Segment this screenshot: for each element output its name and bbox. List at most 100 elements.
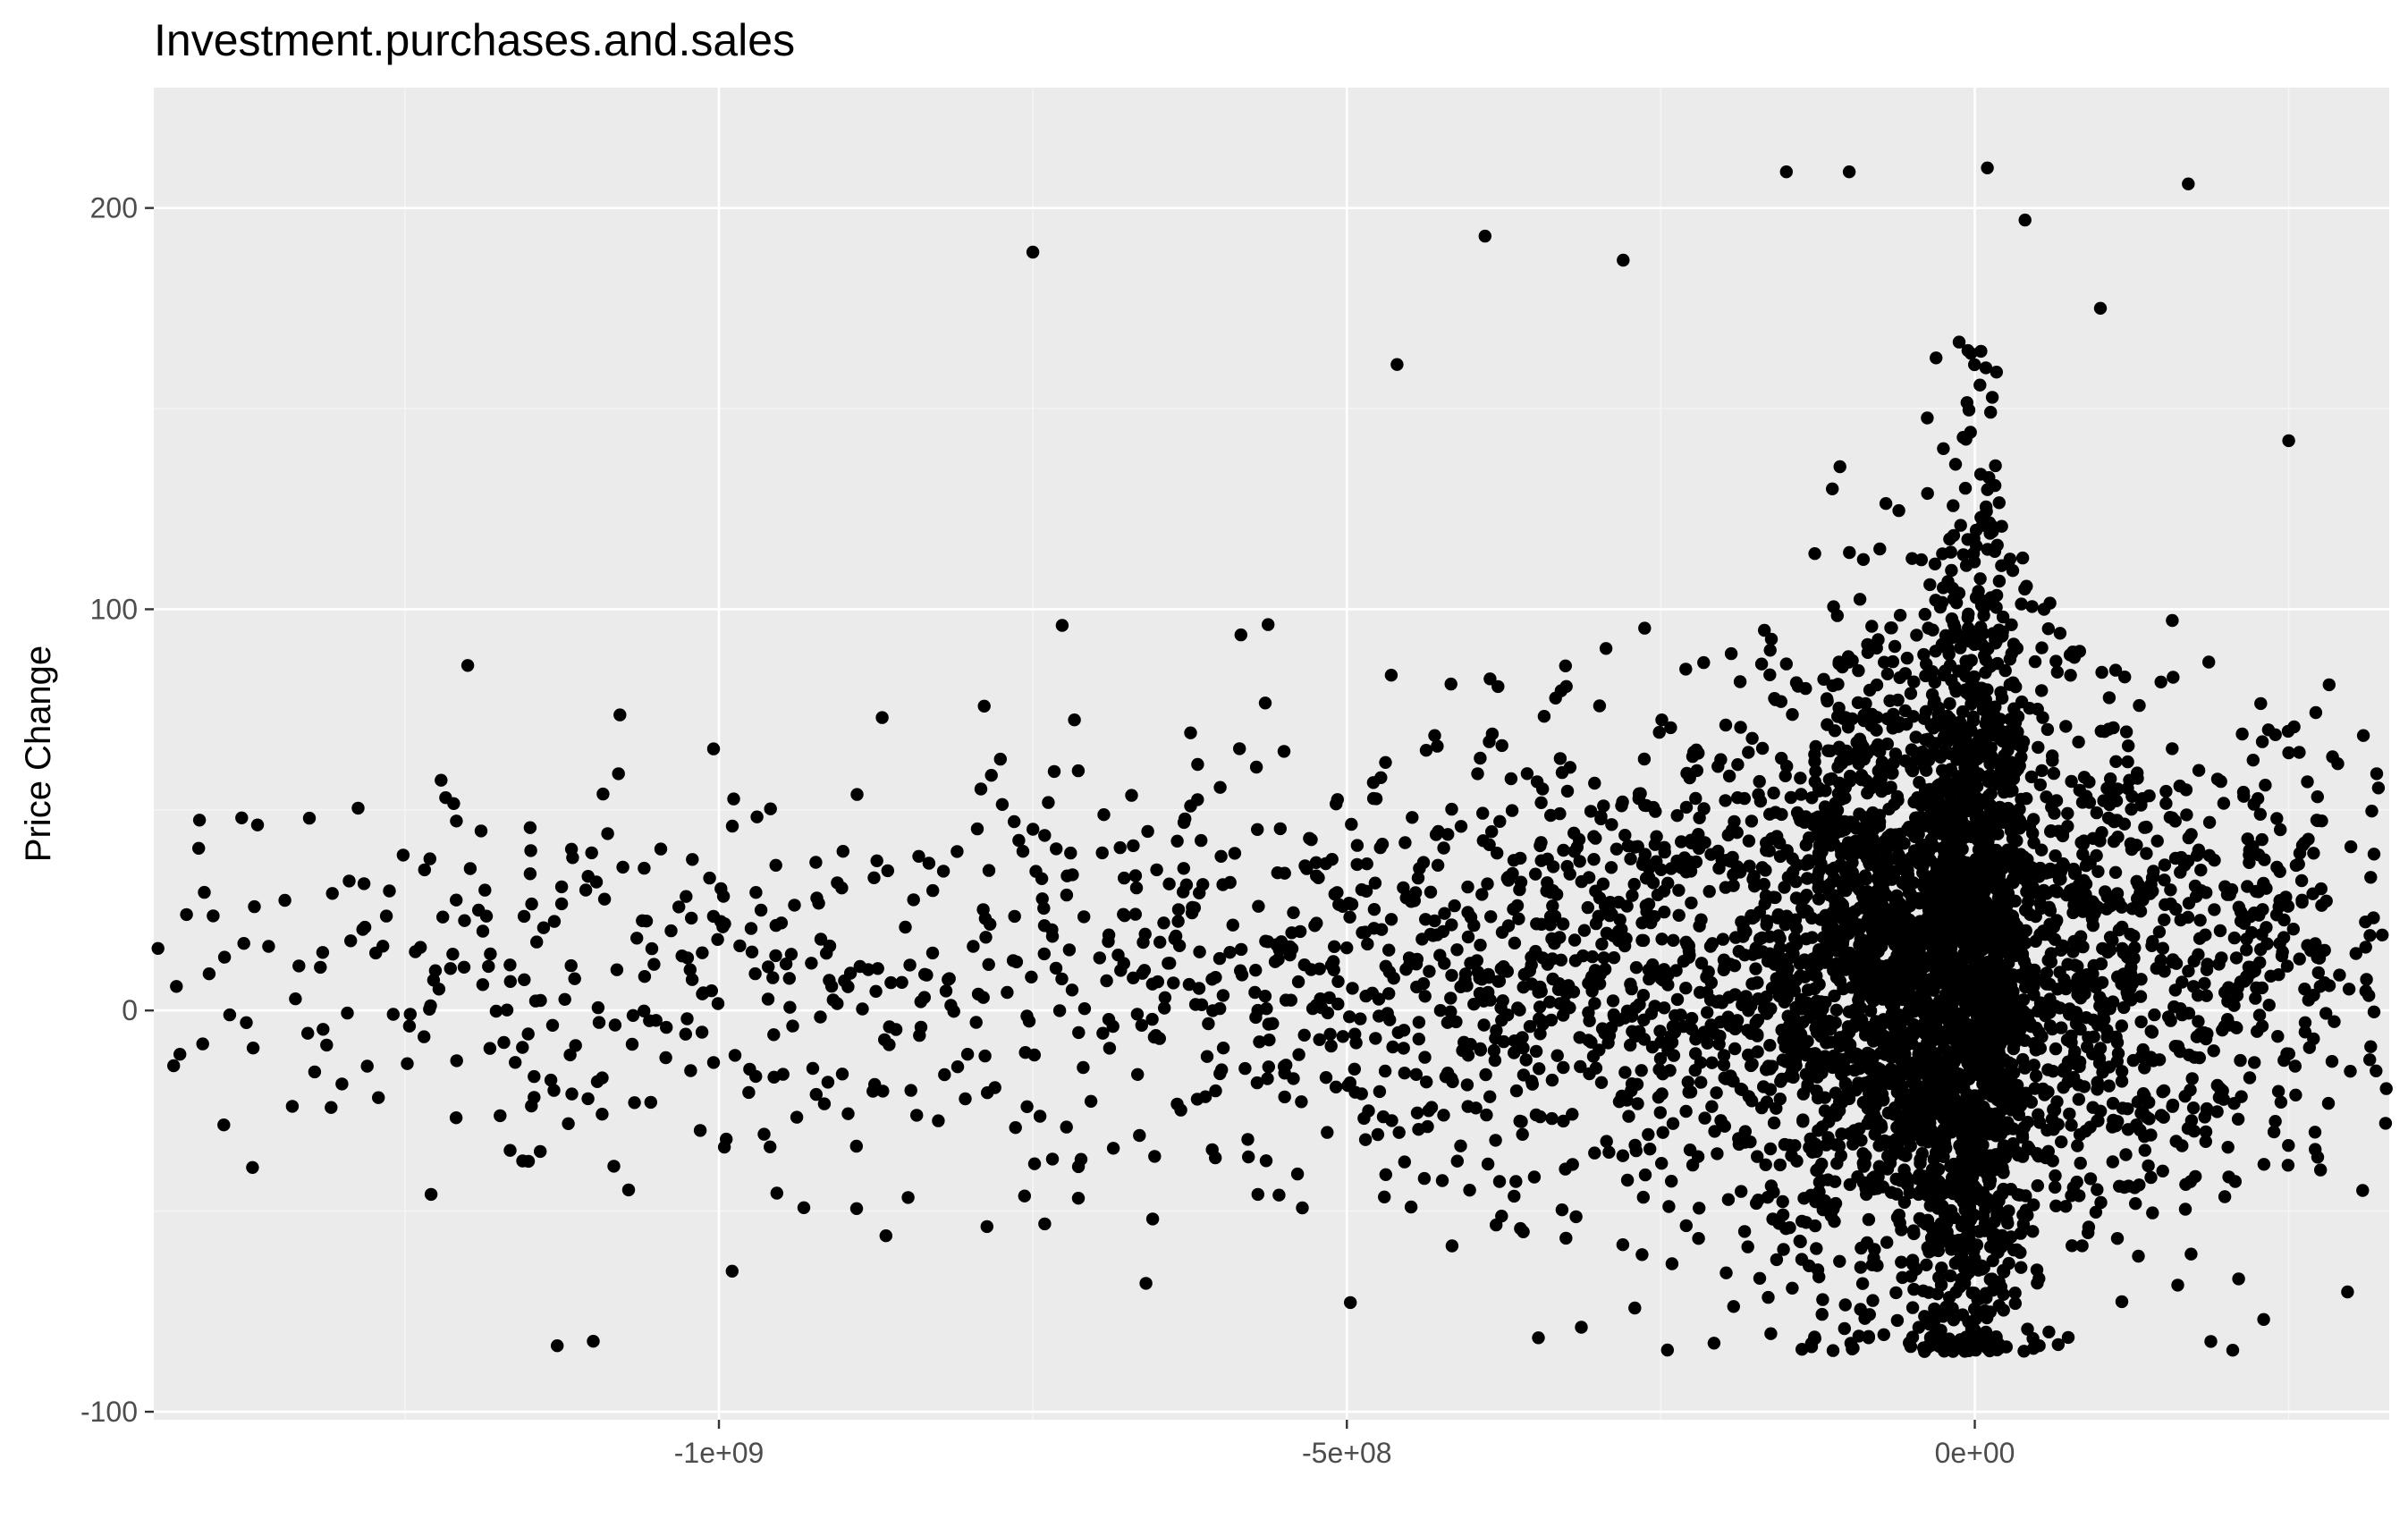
data-point: [1250, 1076, 1264, 1090]
data-point: [1205, 1143, 1219, 1157]
data-point: [1921, 910, 1935, 924]
data-point: [1519, 1053, 1533, 1067]
data-point: [2202, 655, 2216, 669]
data-point: [1800, 889, 1813, 902]
data-point: [1693, 811, 1706, 824]
data-point: [1857, 713, 1871, 728]
data-point: [644, 1095, 657, 1110]
data-point: [849, 1202, 864, 1216]
data-point: [523, 821, 537, 834]
data-point: [970, 822, 984, 836]
data-point: [1557, 1114, 1570, 1128]
data-point: [841, 1107, 855, 1120]
data-point: [2110, 1232, 2125, 1245]
data-point: [1838, 1298, 1852, 1312]
data-point: [1809, 1066, 1823, 1079]
data-point: [1016, 845, 1030, 858]
data-point: [1745, 814, 1759, 828]
data-point: [1939, 1099, 1952, 1113]
data-point: [1985, 519, 1998, 533]
data-point: [1705, 937, 1719, 950]
data-point: [418, 863, 431, 877]
data-point: [1933, 1184, 1947, 1198]
data-point: [1708, 1125, 1721, 1138]
data-point: [1880, 975, 1894, 988]
data-point: [1517, 1042, 1530, 1055]
data-point: [1805, 791, 1819, 805]
data-point: [1853, 593, 1867, 606]
data-point: [1942, 885, 1956, 899]
data-point: [2015, 1128, 2029, 1142]
data-point: [1771, 907, 1786, 922]
data-point: [1308, 919, 1322, 933]
data-point: [1037, 947, 1052, 961]
data-point: [1118, 871, 1131, 885]
data-point: [581, 1092, 595, 1106]
data-point: [2046, 754, 2059, 767]
data-point: [2024, 863, 2039, 876]
data-point: [1951, 719, 1964, 732]
data-point: [2100, 945, 2115, 959]
data-point: [1773, 849, 1787, 864]
data-point: [1812, 810, 1825, 823]
data-point: [1373, 840, 1387, 855]
data-point: [856, 1002, 869, 1016]
data-point: [1968, 690, 1982, 704]
data-point: [1461, 880, 1474, 894]
data-point: [1653, 1106, 1668, 1119]
data-point: [1809, 739, 1822, 754]
data-point: [472, 903, 486, 917]
data-point: [814, 1010, 827, 1024]
data-point: [1781, 1009, 1795, 1023]
data-point: [1972, 843, 1986, 857]
data-point: [1900, 1177, 1914, 1191]
data-point: [1557, 1060, 1570, 1075]
data-point: [1979, 500, 1993, 514]
data-point: [725, 819, 739, 833]
data-point: [1859, 968, 1872, 983]
data-point: [1546, 899, 1559, 913]
data-point: [1869, 957, 1882, 970]
data-point: [2157, 1110, 2170, 1124]
data-point: [1629, 961, 1643, 975]
data-point: [1574, 1059, 1587, 1074]
data-point: [1431, 739, 1444, 753]
data-point: [995, 798, 1010, 811]
data-point: [1863, 1004, 1878, 1017]
data-point: [2033, 778, 2047, 791]
data-point: [1412, 1033, 1426, 1046]
data-point: [1788, 1139, 1802, 1152]
data-point: [1890, 1313, 1905, 1328]
data-point: [1062, 943, 1077, 957]
data-point: [1418, 990, 1432, 1003]
data-point: [1309, 999, 1323, 1012]
data-point: [1803, 1259, 1816, 1273]
data-point: [1651, 888, 1665, 902]
data-point: [1045, 1152, 1060, 1166]
data-point: [1701, 1006, 1714, 1019]
data-point: [564, 958, 578, 973]
data-point: [1834, 896, 1847, 910]
data-point: [1616, 1149, 1630, 1162]
data-point: [797, 1201, 811, 1215]
minor-gridlines: [154, 88, 2389, 1420]
data-point: [1345, 817, 1358, 831]
data-point: [1191, 793, 1204, 806]
data-point: [1830, 943, 1844, 958]
data-point: [1822, 772, 1837, 786]
data-point: [2119, 725, 2133, 738]
data-point: [1491, 847, 1504, 860]
data-point: [770, 1186, 783, 1200]
data-point: [1145, 1212, 1160, 1226]
data-point: [1409, 1068, 1424, 1082]
data-point: [716, 890, 731, 903]
data-point: [1259, 934, 1272, 948]
data-point: [1971, 967, 1984, 982]
data-point: [418, 1030, 431, 1043]
data-point: [959, 1092, 972, 1106]
data-point: [2055, 1021, 2068, 1034]
data-point: [1665, 1257, 1679, 1270]
data-point: [1618, 829, 1632, 842]
data-point: [1826, 1344, 1840, 1357]
data-point: [1379, 959, 1393, 974]
